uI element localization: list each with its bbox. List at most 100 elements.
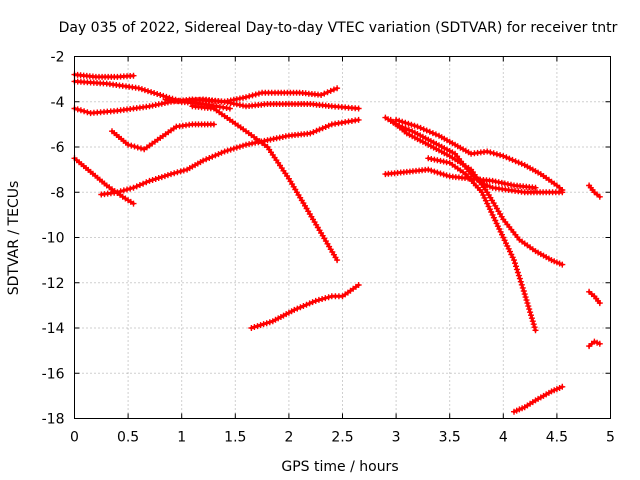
data-point: [227, 146, 234, 153]
data-point: [260, 321, 267, 328]
data-point: [497, 152, 504, 159]
data-point: [267, 136, 274, 143]
series-s9: [248, 282, 362, 331]
data-point: [319, 296, 326, 302]
data-point: [532, 327, 539, 334]
data-point: [127, 185, 134, 192]
data-point: [294, 305, 301, 312]
data-point: [140, 180, 147, 187]
data-point: [221, 98, 228, 105]
data-point: [130, 184, 137, 191]
data-point: [309, 299, 316, 306]
data-point: [432, 131, 439, 138]
data-point: [431, 168, 438, 175]
data-point: [405, 120, 412, 127]
data-point: [240, 102, 246, 109]
data-point: [437, 170, 444, 177]
y-tick-label: -6: [51, 140, 65, 156]
data-point: [212, 152, 219, 159]
data-point: [224, 147, 231, 154]
data-point: [124, 186, 130, 193]
data-series: [71, 71, 603, 415]
data-point: [148, 89, 155, 96]
grid-lines: [74, 56, 611, 419]
data-point: [399, 118, 406, 125]
data-point: [120, 187, 127, 194]
data-point: [324, 89, 331, 96]
data-point: [490, 150, 497, 157]
series-s8: [71, 155, 137, 207]
data-point: [524, 300, 531, 307]
x-tick-label: 4: [499, 430, 508, 446]
data-point: [527, 309, 534, 316]
data-point: [440, 171, 447, 178]
data-point: [161, 173, 168, 180]
x-tick-label: 1: [177, 430, 186, 446]
data-point: [325, 122, 332, 129]
data-point: [319, 125, 326, 132]
data-point: [138, 145, 144, 152]
data-point: [168, 171, 174, 178]
data-point: [330, 86, 337, 93]
data-point: [408, 121, 415, 128]
data-point: [425, 166, 432, 173]
series-s15: [511, 383, 566, 415]
data-point: [325, 294, 332, 301]
data-point: [200, 157, 207, 164]
data-point: [484, 148, 491, 155]
data-point: [521, 291, 528, 298]
data-point: [138, 86, 145, 93]
data-point: [243, 94, 249, 101]
data-point: [155, 175, 162, 181]
data-point: [489, 177, 496, 184]
data-point: [125, 141, 132, 148]
series-s13: [382, 166, 539, 191]
y-tick-label: -18: [42, 412, 65, 428]
data-point: [402, 125, 409, 132]
data-point: [236, 143, 243, 150]
series-s5: [189, 103, 341, 264]
data-point: [396, 117, 403, 124]
x-tick-label: 1.5: [224, 430, 246, 446]
data-point: [523, 297, 530, 304]
data-point: [525, 303, 532, 310]
data-point: [246, 93, 253, 100]
data-point: [136, 182, 143, 188]
data-point: [164, 172, 171, 179]
axis-ticks: 0 0.5 1 1.5 2 2.5 3 3.5 4 4.5 5 -18 -16 -14 -12 -10 -8 -6…: [42, 50, 615, 446]
data-point: [321, 90, 328, 97]
data-point: [266, 319, 273, 326]
data-point: [81, 108, 88, 115]
data-point: [334, 257, 341, 264]
data-point: [513, 266, 520, 273]
data-point: [428, 167, 435, 174]
data-point: [252, 91, 259, 98]
series-s16: [586, 182, 603, 200]
data-point: [134, 144, 141, 151]
data-point: [531, 324, 538, 331]
data-point: [130, 200, 137, 207]
data-point: [248, 325, 255, 331]
x-tick-label: 2.5: [331, 430, 353, 446]
data-point: [316, 126, 323, 133]
data-point: [402, 119, 409, 126]
data-point: [318, 92, 325, 98]
x-tick-label: 3.5: [439, 430, 461, 446]
x-tick-label: 5: [606, 430, 615, 446]
data-point: [130, 72, 137, 79]
series-s7: [98, 116, 362, 198]
data-point: [177, 168, 184, 175]
data-point: [77, 107, 84, 114]
data-point: [254, 323, 261, 330]
data-point: [218, 149, 225, 156]
data-point: [157, 92, 164, 98]
data-point: [226, 105, 233, 112]
series-s18: [586, 338, 603, 350]
data-point: [141, 87, 148, 94]
data-point: [257, 322, 264, 329]
data-point: [209, 153, 216, 160]
data-point: [315, 296, 322, 303]
data-point: [596, 300, 603, 307]
plot-frame: [74, 56, 611, 419]
